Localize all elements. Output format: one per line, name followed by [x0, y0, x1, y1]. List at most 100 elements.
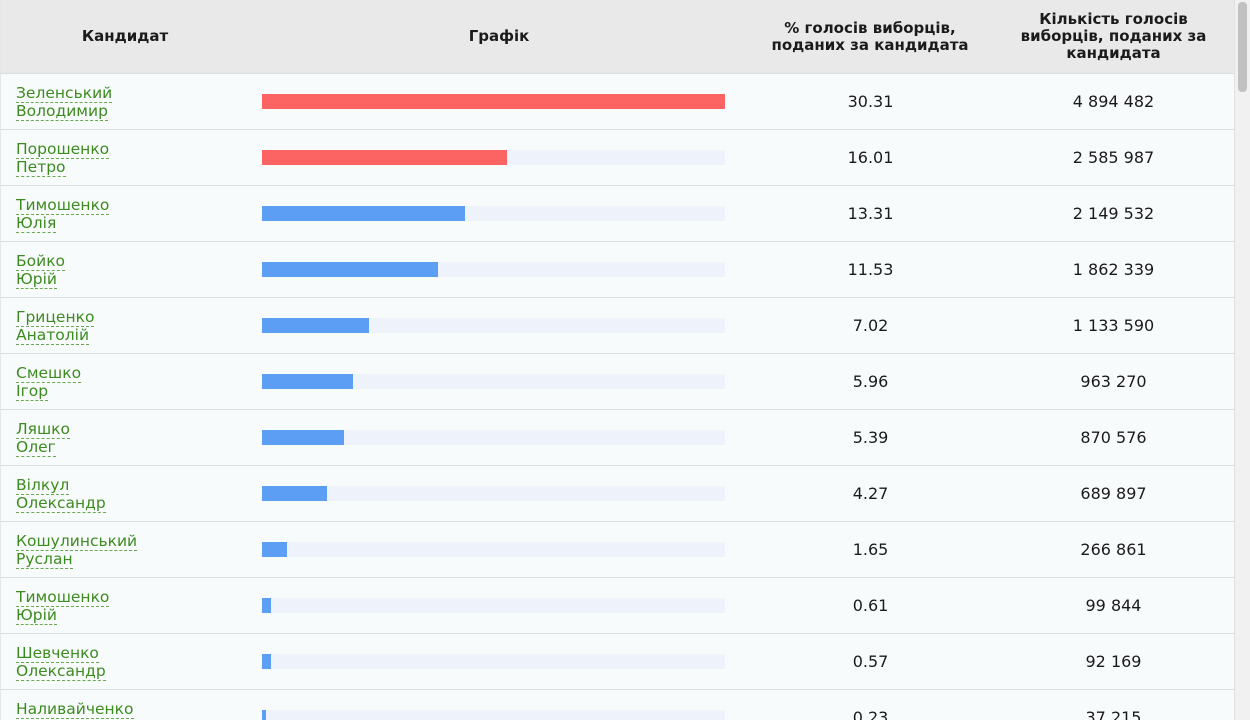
votes-cell: 1 133 590 — [991, 297, 1236, 354]
header-percent: % голосів виборців, поданих за кандидата — [749, 0, 991, 74]
candidate-surname[interactable]: Порошенко — [16, 139, 110, 159]
candidate-firstname[interactable]: Анатолій — [16, 325, 90, 345]
scrollbar-thumb[interactable] — [1238, 2, 1247, 92]
bar-fill — [262, 206, 466, 221]
graph-cell — [249, 129, 749, 186]
table-row: Шевченко Олександр 0.57 92 169 — [1, 633, 1236, 690]
table-row: Кошулинський Руслан 1.65 266 861 — [1, 521, 1236, 578]
candidate-link[interactable]: Зеленський Володимир — [16, 83, 248, 121]
bar-fill — [262, 94, 725, 109]
candidate-surname[interactable]: Бойко — [16, 251, 66, 271]
candidate-firstname[interactable]: Валентин — [16, 717, 95, 720]
candidate-cell: Кошулинський Руслан — [1, 521, 249, 578]
graph-cell — [249, 633, 749, 690]
table-row: Вілкул Олександр 4.27 689 897 — [1, 465, 1236, 522]
bar-track — [262, 430, 725, 445]
table-body: Зеленський Володимир 30.31 4 894 482 Пор… — [1, 73, 1236, 720]
candidate-link[interactable]: Бойко Юрій — [16, 251, 248, 289]
bar-fill — [262, 654, 271, 669]
table-row: Ляшко Олег 5.39 870 576 — [1, 409, 1236, 466]
percent-cell: 30.31 — [749, 73, 991, 130]
candidate-firstname[interactable]: Володимир — [16, 101, 108, 121]
graph-cell — [249, 241, 749, 298]
votes-cell: 2 585 987 — [991, 129, 1236, 186]
bar-track — [262, 262, 725, 277]
percent-cell: 0.61 — [749, 577, 991, 634]
candidate-link[interactable]: Тимошенко Юлія — [16, 195, 248, 233]
candidate-surname[interactable]: Ляшко — [16, 419, 71, 439]
votes-cell: 37 215 — [991, 689, 1236, 720]
graph-cell — [249, 185, 749, 242]
candidate-cell: Порошенко Петро — [1, 129, 249, 186]
candidate-surname[interactable]: Наливайченко — [16, 699, 134, 719]
candidate-surname[interactable]: Кошулинський — [16, 531, 138, 551]
candidate-surname[interactable]: Смешко — [16, 363, 82, 383]
bar-track — [262, 94, 725, 109]
candidate-firstname[interactable]: Юлія — [16, 213, 57, 233]
table-row: Гриценко Анатолій 7.02 1 133 590 — [1, 297, 1236, 354]
votes-cell: 4 894 482 — [991, 73, 1236, 130]
graph-cell — [249, 353, 749, 410]
table-header: Кандидат Графік % голосів виборців, пода… — [1, 0, 1236, 74]
votes-cell: 1 862 339 — [991, 241, 1236, 298]
bar-track — [262, 206, 725, 221]
candidate-link[interactable]: Смешко Ігор — [16, 363, 248, 401]
bar-fill — [262, 318, 370, 333]
bar-fill — [262, 486, 328, 501]
candidate-cell: Тимошенко Юрій — [1, 577, 249, 634]
candidate-firstname[interactable]: Петро — [16, 157, 66, 177]
votes-cell: 870 576 — [991, 409, 1236, 466]
votes-cell: 689 897 — [991, 465, 1236, 522]
percent-cell: 5.39 — [749, 409, 991, 466]
bar-fill — [262, 374, 354, 389]
candidate-link[interactable]: Шевченко Олександр — [16, 643, 248, 681]
percent-cell: 5.96 — [749, 353, 991, 410]
percent-cell: 13.31 — [749, 185, 991, 242]
votes-cell: 963 270 — [991, 353, 1236, 410]
votes-cell: 266 861 — [991, 521, 1236, 578]
graph-cell — [249, 297, 749, 354]
candidate-firstname[interactable]: Олександр — [16, 493, 106, 513]
candidate-surname[interactable]: Зеленський — [16, 83, 113, 103]
candidate-link[interactable]: Гриценко Анатолій — [16, 307, 248, 345]
table-row: Зеленський Володимир 30.31 4 894 482 — [1, 73, 1236, 130]
graph-cell — [249, 73, 749, 130]
candidate-surname[interactable]: Шевченко — [16, 643, 99, 663]
candidate-surname[interactable]: Тимошенко — [16, 195, 110, 215]
bar-fill — [262, 150, 507, 165]
bar-track — [262, 318, 725, 333]
candidate-link[interactable]: Ляшко Олег — [16, 419, 248, 457]
bar-track — [262, 150, 725, 165]
bar-fill — [262, 710, 266, 720]
bar-track — [262, 710, 725, 720]
candidate-link[interactable]: Порошенко Петро — [16, 139, 248, 177]
candidate-firstname[interactable]: Олег — [16, 437, 56, 457]
candidate-firstname[interactable]: Юрій — [16, 269, 57, 289]
candidate-firstname[interactable]: Ігор — [16, 381, 49, 401]
candidate-link[interactable]: Наливайченко Валентин — [16, 699, 248, 720]
candidate-link[interactable]: Тимошенко Юрій — [16, 587, 248, 625]
votes-cell: 92 169 — [991, 633, 1236, 690]
candidate-firstname[interactable]: Юрій — [16, 605, 57, 625]
candidate-cell: Бойко Юрій — [1, 241, 249, 298]
votes-cell: 99 844 — [991, 577, 1236, 634]
candidate-surname[interactable]: Гриценко — [16, 307, 95, 327]
candidate-link[interactable]: Вілкул Олександр — [16, 475, 248, 513]
bar-fill — [262, 262, 439, 277]
graph-cell — [249, 689, 749, 720]
candidate-surname[interactable]: Тимошенко — [16, 587, 110, 607]
candidate-firstname[interactable]: Руслан — [16, 549, 73, 569]
votes-cell: 2 149 532 — [991, 185, 1236, 242]
graph-cell — [249, 521, 749, 578]
candidate-firstname[interactable]: Олександр — [16, 661, 106, 681]
candidate-cell: Шевченко Олександр — [1, 633, 249, 690]
candidate-surname[interactable]: Вілкул — [16, 475, 70, 495]
candidate-cell: Зеленський Володимир — [1, 73, 249, 130]
percent-cell: 11.53 — [749, 241, 991, 298]
candidate-cell: Тимошенко Юлія — [1, 185, 249, 242]
percent-cell: 0.57 — [749, 633, 991, 690]
candidate-link[interactable]: Кошулинський Руслан — [16, 531, 248, 569]
vertical-scrollbar[interactable] — [1234, 0, 1250, 720]
